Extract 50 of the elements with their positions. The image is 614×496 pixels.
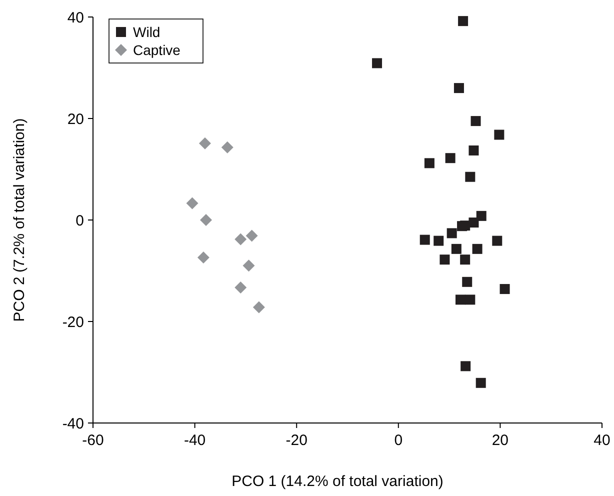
point bbox=[500, 284, 510, 294]
point bbox=[197, 252, 210, 264]
x-tick-label: 20 bbox=[492, 432, 509, 449]
point bbox=[476, 378, 486, 388]
point bbox=[451, 244, 462, 254]
y-tick-label: -20 bbox=[62, 314, 84, 331]
point bbox=[200, 214, 212, 226]
x-tick-label: 0 bbox=[394, 432, 403, 449]
x-tick-label: -60 bbox=[82, 432, 104, 449]
x-axis-title: PCO 1 (14.2% of total variation) bbox=[232, 473, 444, 490]
point bbox=[186, 197, 198, 210]
point bbox=[234, 233, 247, 246]
x-tick-label: -40 bbox=[184, 432, 206, 449]
legend-label: Captive bbox=[133, 42, 181, 58]
y-tick-label: 20 bbox=[67, 110, 84, 128]
point bbox=[465, 172, 476, 182]
point bbox=[242, 260, 255, 272]
point bbox=[472, 244, 482, 254]
legend-label: Wild bbox=[133, 24, 160, 40]
point bbox=[456, 294, 466, 305]
x-tick-label: 40 bbox=[594, 432, 610, 449]
point bbox=[457, 221, 468, 232]
point bbox=[462, 276, 472, 287]
point bbox=[460, 361, 471, 372]
y-tick-label: 40 bbox=[67, 9, 84, 26]
point bbox=[454, 83, 464, 94]
point bbox=[445, 153, 456, 164]
point bbox=[372, 58, 382, 68]
x-tick-label: -20 bbox=[286, 432, 308, 449]
y-tick-label: 0 bbox=[76, 212, 84, 230]
point bbox=[465, 294, 476, 305]
point bbox=[468, 145, 479, 156]
point bbox=[440, 254, 450, 265]
point bbox=[234, 282, 247, 294]
point bbox=[424, 158, 434, 168]
point bbox=[198, 137, 211, 150]
y-tick-label: -40 bbox=[62, 415, 84, 432]
point bbox=[221, 141, 234, 154]
point bbox=[446, 228, 457, 238]
y-axis-title: PCO 2 (7.2% of total variation) bbox=[11, 118, 28, 322]
point bbox=[470, 116, 481, 126]
point bbox=[460, 254, 470, 265]
point bbox=[246, 230, 258, 242]
point bbox=[252, 301, 265, 314]
point bbox=[434, 236, 444, 246]
point bbox=[420, 234, 430, 245]
point bbox=[476, 210, 486, 221]
point bbox=[492, 236, 502, 246]
point bbox=[458, 16, 468, 26]
point bbox=[494, 130, 504, 140]
